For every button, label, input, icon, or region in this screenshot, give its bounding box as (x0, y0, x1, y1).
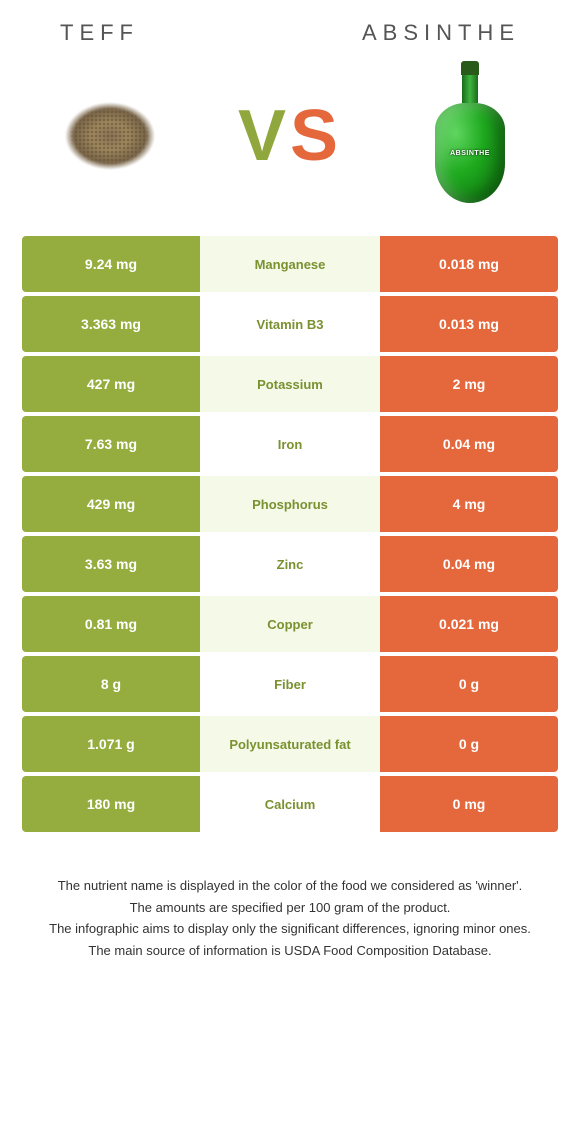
nutrient-table: 9.24 mgManganese0.018 mg3.363 mgVitamin … (0, 236, 580, 832)
footer-notes: The nutrient name is displayed in the co… (0, 836, 580, 982)
table-row: 3.363 mgVitamin B30.013 mg (22, 296, 558, 352)
right-food-title: Absinthe (362, 20, 520, 46)
table-row: 8 gFiber0 g (22, 656, 558, 712)
nutrient-name-cell: Fiber (200, 656, 380, 712)
nutrient-name-cell: Calcium (200, 776, 380, 832)
vs-v-letter: V (238, 96, 290, 176)
footer-line-1: The nutrient name is displayed in the co… (30, 876, 550, 896)
nutrient-name-cell: Iron (200, 416, 380, 472)
nutrient-name-cell: Vitamin B3 (200, 296, 380, 352)
left-value-cell: 0.81 mg (22, 596, 200, 652)
table-row: 0.81 mgCopper0.021 mg (22, 596, 558, 652)
table-row: 180 mgCalcium0 mg (22, 776, 558, 832)
right-value-cell: 0 mg (380, 776, 558, 832)
left-food-title: Teff (60, 20, 139, 46)
absinthe-image: ABSINTHE (400, 66, 540, 206)
table-row: 7.63 mgIron0.04 mg (22, 416, 558, 472)
table-row: 3.63 mgZinc0.04 mg (22, 536, 558, 592)
nutrient-name-cell: Manganese (200, 236, 380, 292)
left-value-cell: 3.363 mg (22, 296, 200, 352)
left-value-cell: 7.63 mg (22, 416, 200, 472)
left-value-cell: 3.63 mg (22, 536, 200, 592)
left-value-cell: 8 g (22, 656, 200, 712)
left-value-cell: 180 mg (22, 776, 200, 832)
nutrient-name-cell: Potassium (200, 356, 380, 412)
right-value-cell: 0.04 mg (380, 416, 558, 472)
left-value-cell: 1.071 g (22, 716, 200, 772)
bottle-label-text: ABSINTHE (450, 150, 490, 157)
left-value-cell: 9.24 mg (22, 236, 200, 292)
teff-pile-icon (50, 86, 170, 186)
vs-label: VS (238, 95, 342, 177)
right-value-cell: 4 mg (380, 476, 558, 532)
right-value-cell: 0.04 mg (380, 536, 558, 592)
nutrient-name-cell: Polyunsaturated fat (200, 716, 380, 772)
right-value-cell: 0.013 mg (380, 296, 558, 352)
left-value-cell: 427 mg (22, 356, 200, 412)
vs-s-letter: S (290, 96, 342, 176)
footer-line-2: The amounts are specified per 100 gram o… (30, 898, 550, 918)
footer-line-4: The main source of information is USDA F… (30, 941, 550, 961)
right-value-cell: 0 g (380, 716, 558, 772)
table-row: 1.071 gPolyunsaturated fat0 g (22, 716, 558, 772)
footer-line-3: The infographic aims to display only the… (30, 919, 550, 939)
table-row: 9.24 mgManganese0.018 mg (22, 236, 558, 292)
right-value-cell: 0.018 mg (380, 236, 558, 292)
images-row: VS ABSINTHE (0, 56, 580, 236)
nutrient-name-cell: Zinc (200, 536, 380, 592)
nutrient-name-cell: Copper (200, 596, 380, 652)
absinthe-bottle-icon: ABSINTHE (430, 61, 510, 211)
table-row: 427 mgPotassium2 mg (22, 356, 558, 412)
right-value-cell: 0.021 mg (380, 596, 558, 652)
left-value-cell: 429 mg (22, 476, 200, 532)
header: Teff Absinthe (0, 0, 580, 56)
right-value-cell: 0 g (380, 656, 558, 712)
right-value-cell: 2 mg (380, 356, 558, 412)
nutrient-name-cell: Phosphorus (200, 476, 380, 532)
teff-image (40, 66, 180, 206)
table-row: 429 mgPhosphorus4 mg (22, 476, 558, 532)
